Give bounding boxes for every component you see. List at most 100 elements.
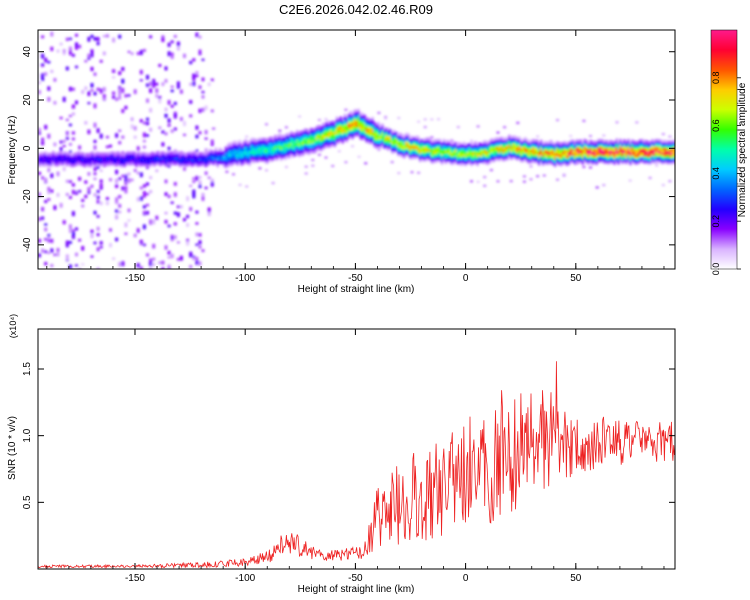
heatmap-cell <box>460 159 464 162</box>
heatmap-cell <box>143 152 146 155</box>
heatmap-cell <box>381 137 384 140</box>
heatmap-cell <box>561 141 565 145</box>
heatmap-cell <box>464 150 468 153</box>
heatmap-cell <box>436 157 440 161</box>
heatmap-cell <box>234 158 237 161</box>
heatmap-cell <box>291 141 295 145</box>
heatmap-cell <box>264 145 267 148</box>
heatmap-cell <box>615 154 618 158</box>
heatmap-cell <box>198 176 202 179</box>
heatmap-cell <box>645 161 648 164</box>
heatmap-cell <box>359 129 362 133</box>
heatmap-cell <box>149 35 153 39</box>
heatmap-cell <box>319 131 323 135</box>
heatmap-cell <box>355 134 358 137</box>
heatmap-cell <box>504 144 507 148</box>
heatmap-cell <box>658 146 662 150</box>
heatmap-cell <box>355 130 358 133</box>
heatmap-cell <box>631 145 634 148</box>
heatmap-cell <box>643 157 646 161</box>
heatmap-cell <box>202 154 206 157</box>
heatmap-cell <box>57 159 61 162</box>
heatmap-cell <box>93 72 97 76</box>
heatmap-cell <box>127 153 130 156</box>
heatmap-cell <box>201 77 205 82</box>
heatmap-cell <box>343 121 347 124</box>
heatmap-cell <box>96 233 100 237</box>
heatmap-cell <box>222 154 226 158</box>
heatmap-cell <box>522 142 525 146</box>
heatmap-cell <box>220 156 224 159</box>
heatmap-cell <box>557 149 561 153</box>
heatmap-cell <box>133 153 136 156</box>
heatmap-cell <box>266 140 269 143</box>
heatmap-cell <box>504 138 507 142</box>
heatmap-cell <box>127 160 130 164</box>
heatmap-cell <box>466 151 470 154</box>
heatmap-cell <box>305 150 309 153</box>
heatmap-cell <box>597 156 600 159</box>
heatmap-cell <box>226 155 230 159</box>
heatmap-cell <box>347 117 351 120</box>
heatmap-cell <box>93 177 97 180</box>
heatmap-cell <box>339 139 343 142</box>
heatmap-cell <box>343 123 347 126</box>
heatmap-cell <box>280 146 283 150</box>
heatmap-cell <box>105 201 109 206</box>
heatmap-cell <box>307 131 311 135</box>
heatmap-cell <box>571 145 575 148</box>
heatmap-cell <box>522 156 525 159</box>
heatmap-cell <box>575 148 579 152</box>
heatmap-cell <box>643 161 646 164</box>
heatmap-cell <box>668 150 672 153</box>
heatmap-cell <box>367 137 370 140</box>
heatmap-cell <box>307 149 311 152</box>
heatmap-cell <box>234 150 237 153</box>
heatmap-cell <box>397 138 400 142</box>
heatmap-cell <box>486 151 489 154</box>
heatmap-cell <box>508 148 511 151</box>
heatmap-cell <box>543 146 547 150</box>
heatmap-cell <box>96 128 100 133</box>
heatmap-cell <box>407 150 410 154</box>
heatmap-cell <box>440 156 444 160</box>
heatmap-cell <box>393 137 396 140</box>
heatmap-cell <box>341 123 345 127</box>
heatmap-cell <box>668 161 672 165</box>
heatmap-cell <box>434 138 438 142</box>
y-tick-label: 20 <box>22 94 33 106</box>
heatmap-cell <box>357 124 360 127</box>
heatmap-cell <box>343 135 347 138</box>
heatmap-cell <box>537 161 541 164</box>
heatmap-cell <box>492 154 495 157</box>
heatmap-cell <box>466 161 470 164</box>
heatmap-cell <box>613 152 616 156</box>
heatmap-cell <box>593 150 596 153</box>
heatmap-cell <box>291 153 295 156</box>
heatmap-cell <box>504 148 507 152</box>
heatmap-cell <box>115 164 118 167</box>
heatmap-cell <box>589 153 593 156</box>
heatmap-cell <box>198 49 202 54</box>
heatmap-cell <box>496 144 499 148</box>
heatmap-cell <box>262 141 265 144</box>
heatmap-cell <box>337 141 341 144</box>
heatmap-cell <box>452 154 456 158</box>
heatmap-cell <box>146 83 149 87</box>
heatmap-cell <box>337 123 341 127</box>
heatmap-cell <box>89 163 93 166</box>
heatmap-cell <box>363 118 366 121</box>
heatmap-cell <box>660 150 664 153</box>
heatmap-cell <box>647 144 650 148</box>
heatmap-cell <box>246 142 249 146</box>
heatmap-cell <box>498 147 501 150</box>
heatmap-cell <box>65 193 69 196</box>
snr-axes: -150 -100 -50 0 500.51.01.5 <box>22 329 675 584</box>
heatmap-cell <box>278 149 281 152</box>
heatmap-cell <box>369 137 372 141</box>
heatmap-cell <box>293 132 297 136</box>
heatmap-cell <box>526 144 529 148</box>
heatmap-cell <box>182 157 186 161</box>
heatmap-cell <box>222 151 226 154</box>
heatmap-cell <box>321 134 325 137</box>
